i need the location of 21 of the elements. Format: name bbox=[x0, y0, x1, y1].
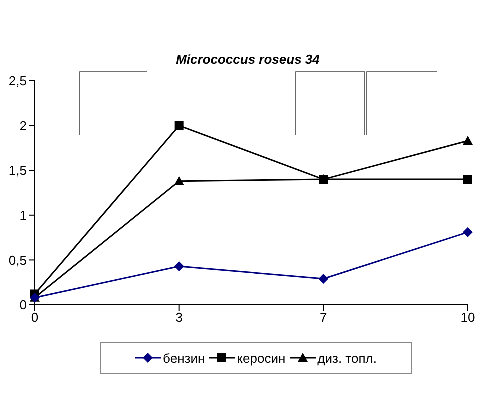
point bbox=[464, 175, 472, 184]
point bbox=[174, 176, 184, 186]
x-tick-label: 7 bbox=[320, 310, 328, 326]
y-tick-label: 2,5 bbox=[8, 74, 27, 89]
point bbox=[174, 121, 184, 130]
x-tick-label: 0 bbox=[31, 310, 39, 326]
chart-title: Micrococcus roseus 34 bbox=[175, 52, 321, 67]
y-tick-label: 2 bbox=[20, 118, 27, 134]
y-tick-label: 0 bbox=[20, 298, 27, 313]
x-tick-label: 10 bbox=[460, 310, 476, 326]
legend-label: керосин bbox=[237, 350, 286, 366]
y-tick-label: 1 bbox=[20, 208, 27, 224]
point bbox=[174, 261, 184, 272]
legend-label: диз. топл. bbox=[318, 350, 377, 366]
point bbox=[318, 274, 329, 284]
y-tick-label: 1,5 bbox=[8, 163, 27, 178]
point bbox=[463, 136, 473, 146]
x-tick-label: 3 bbox=[176, 310, 183, 326]
point bbox=[463, 227, 473, 238]
legend-label: бензин bbox=[163, 350, 206, 366]
y-tick-label: 0,5 bbox=[8, 252, 27, 268]
